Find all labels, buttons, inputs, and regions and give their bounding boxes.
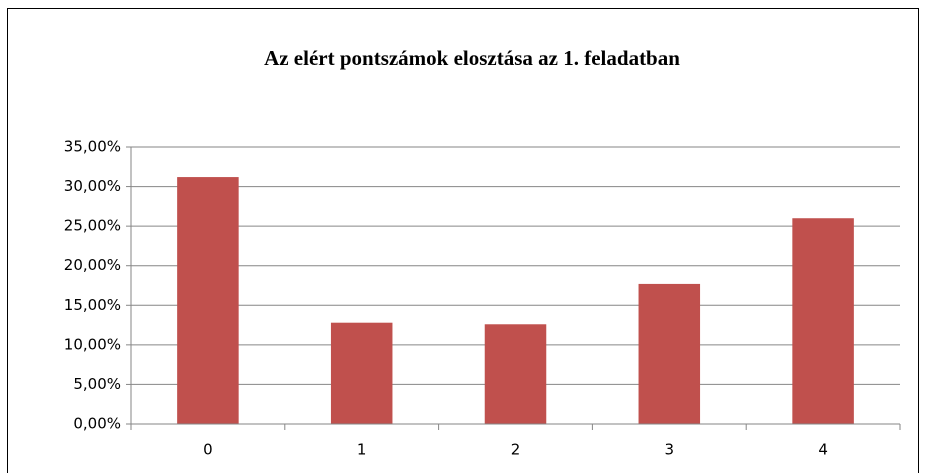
bar [330, 322, 393, 424]
y-tick-label: 35,00% [64, 138, 121, 156]
x-tick-label: 2 [511, 441, 521, 459]
x-tick-label: 0 [203, 441, 213, 459]
bar [484, 324, 547, 424]
chart-frame [7, 8, 919, 473]
bar [638, 283, 701, 424]
y-tick-label: 15,00% [64, 296, 121, 314]
x-tick-label: 3 [665, 441, 675, 459]
x-tick-label: 4 [818, 441, 828, 459]
y-tick-label: 30,00% [64, 177, 121, 195]
y-tick-label: 5,00% [73, 375, 121, 393]
y-tick-label: 0,00% [73, 415, 121, 433]
bar [177, 177, 239, 424]
y-tick-label: 10,00% [64, 335, 121, 353]
x-tick-label: 1 [357, 441, 367, 459]
chart-title: Az elért pontszámok elosztása az 1. fela… [264, 46, 680, 70]
y-tick-label: 25,00% [64, 217, 121, 235]
bar [792, 218, 854, 424]
y-tick-label: 20,00% [64, 256, 121, 274]
